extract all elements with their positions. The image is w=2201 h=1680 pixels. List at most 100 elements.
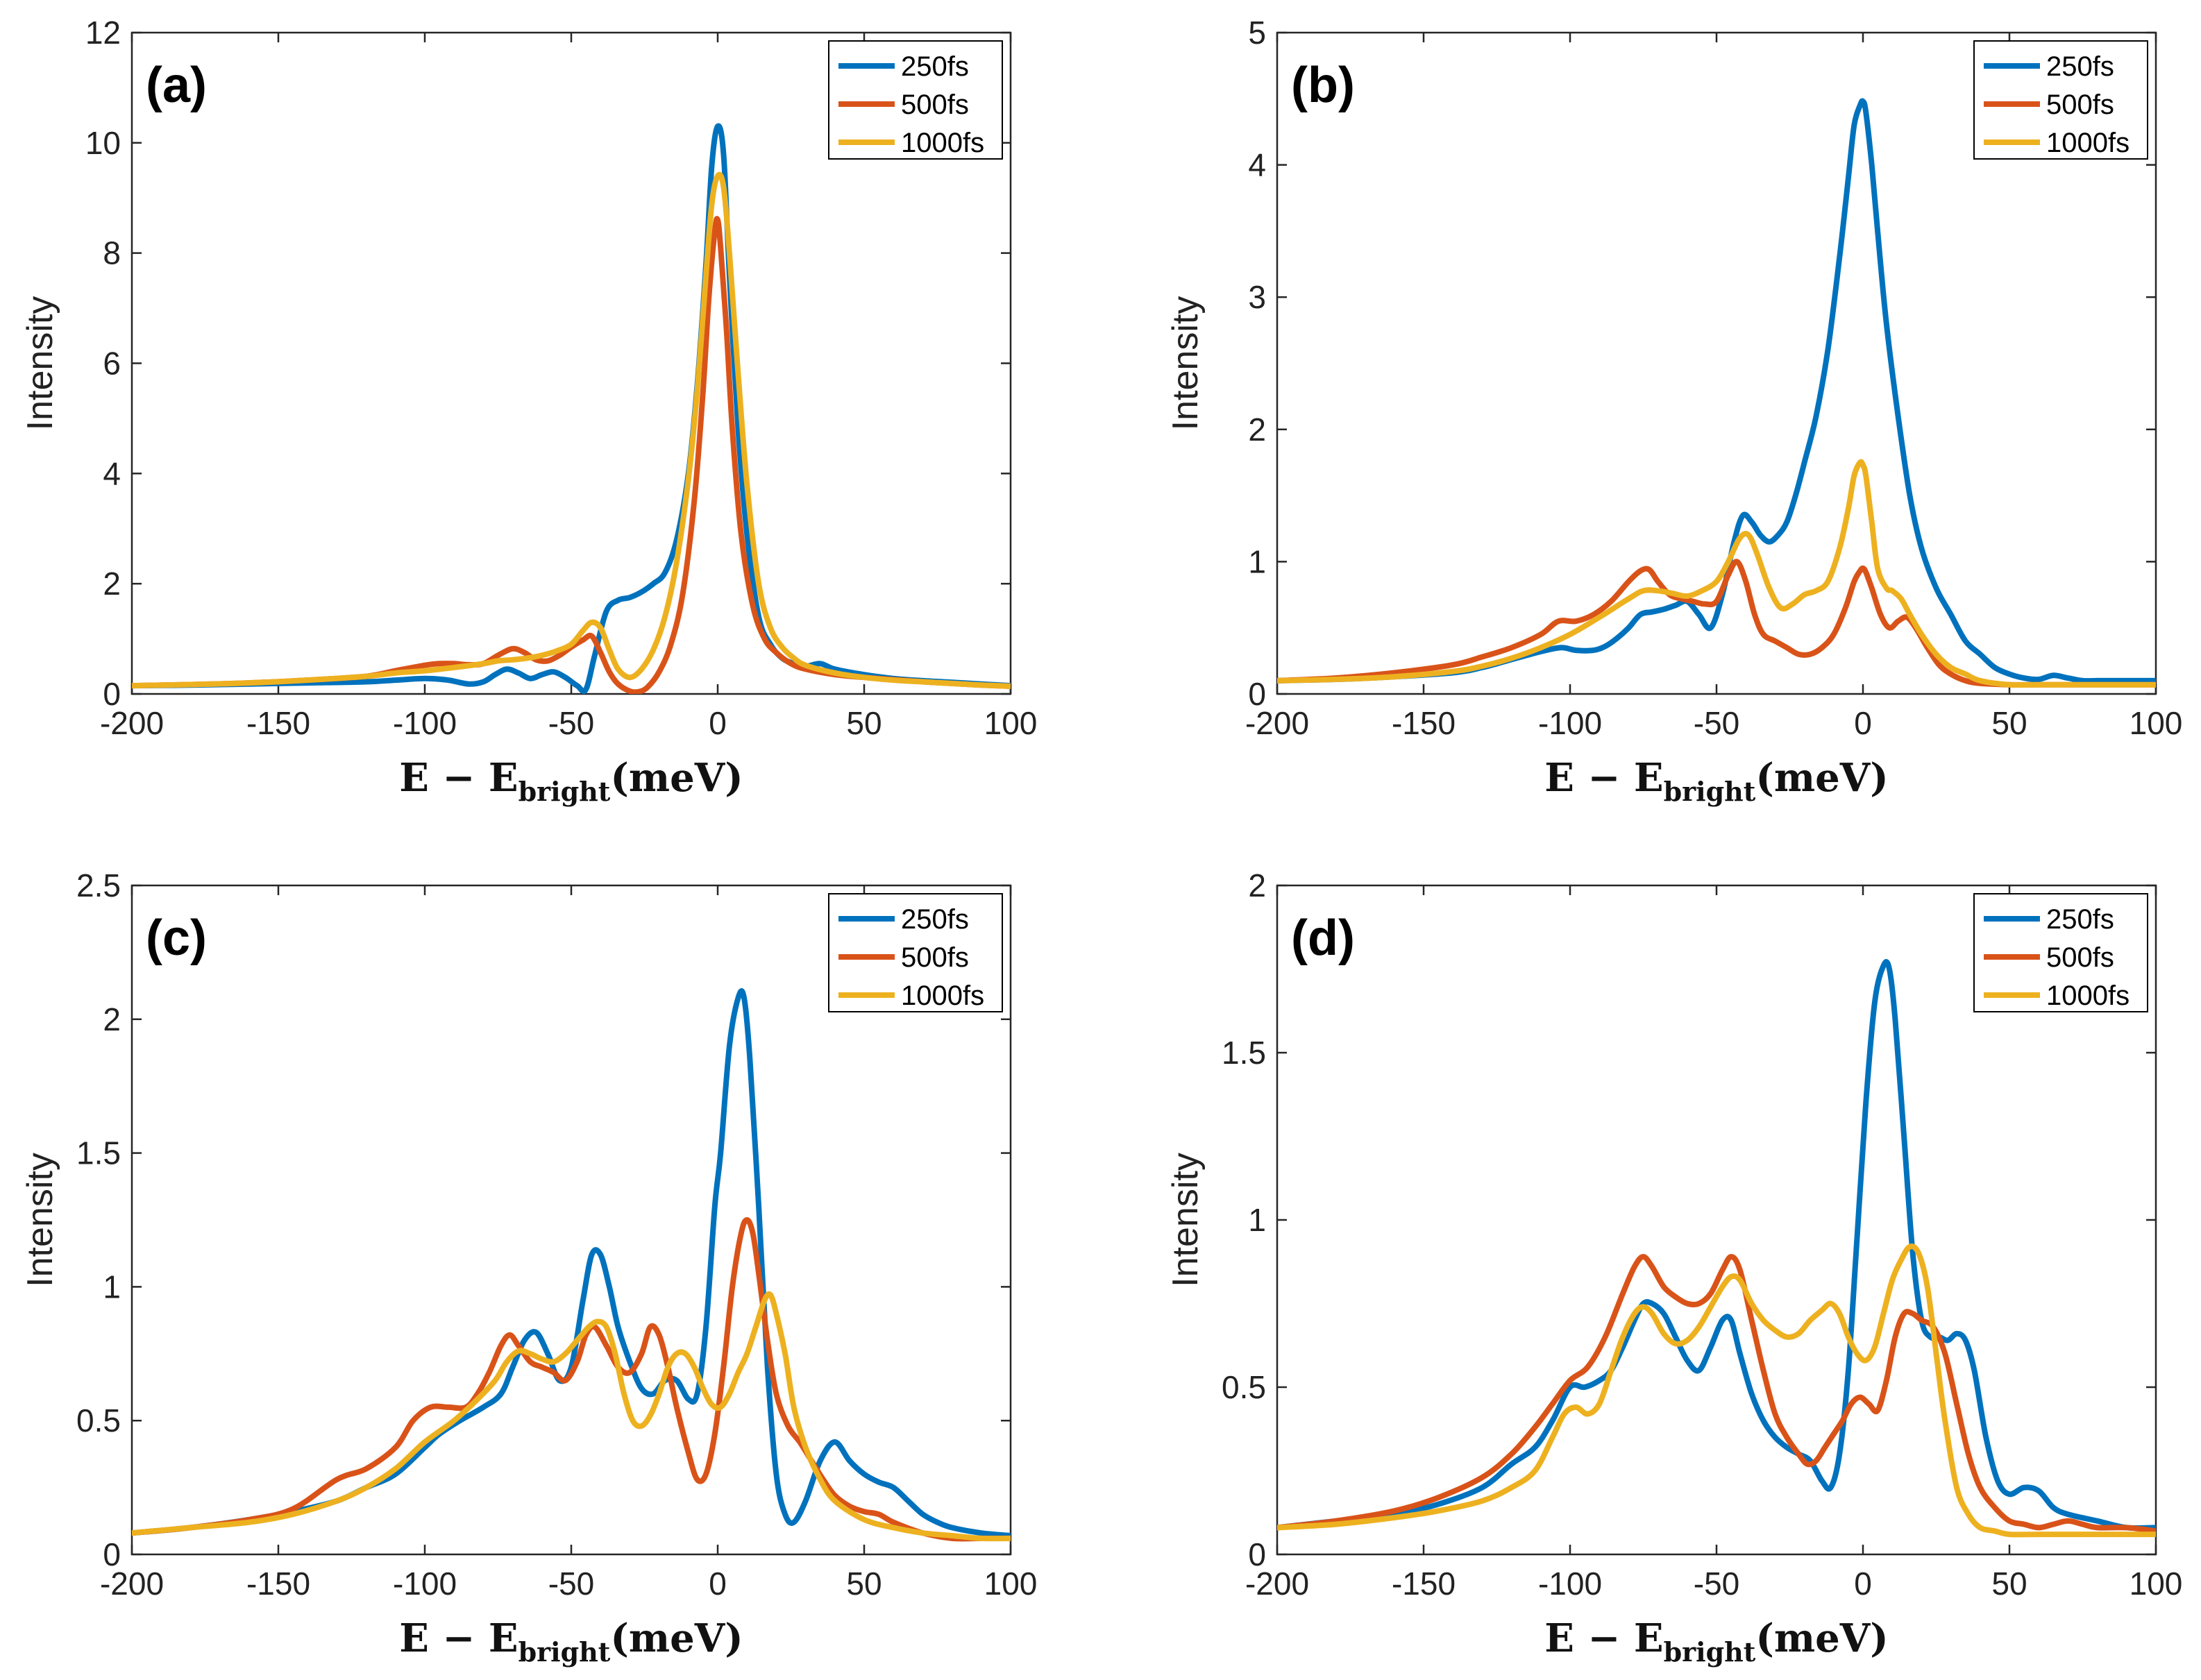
- x-tick-label: -100: [1538, 1566, 1602, 1602]
- y-tick-label: 2: [103, 1001, 121, 1037]
- legend-box: [1973, 40, 2148, 160]
- series-line-250fs: [1277, 959, 2156, 1531]
- x-tick-label: 100: [984, 1566, 1038, 1602]
- x-tick-label: 50: [1991, 705, 2027, 741]
- legend: 250fs 500fs 1000fs: [828, 893, 1003, 1012]
- x-axis-label-unit: (meV): [1755, 755, 1888, 801]
- legend-box: [1973, 893, 2148, 1012]
- series-line-500fs: [132, 216, 1011, 694]
- panel-4: -200 -150 -100 -50 0 50 100 0 0.5 1 1.5 2 Intensity E…: [1165, 867, 2182, 1668]
- y-tick-label: 1: [1248, 1202, 1266, 1238]
- x-tick-label: -200: [100, 1566, 164, 1602]
- x-axis-label-sub: bright: [1664, 776, 1756, 807]
- legend-label-250fs: 250fs: [901, 904, 969, 935]
- y-axis-label: Intensity: [1165, 296, 1206, 431]
- x-tick-label: -200: [100, 705, 164, 741]
- legend-label-1000fs: 1000fs: [2046, 981, 2130, 1011]
- x-axis-label: E − Ebright(meV): [1544, 1615, 1888, 1668]
- legend: 250fs 500fs 1000fs: [1973, 40, 2148, 160]
- x-tick-label: 0: [1854, 1566, 1872, 1602]
- y-tick-label: 5: [1248, 15, 1266, 51]
- series-line-1000fs: [132, 171, 1011, 689]
- legend-label-500fs: 500fs: [901, 942, 969, 973]
- y-tick-label: 0: [103, 676, 121, 712]
- y-tick-label: 0: [1248, 1536, 1266, 1572]
- y-tick-label: 0.5: [76, 1402, 121, 1439]
- legend-label-500fs: 500fs: [2046, 90, 2114, 120]
- y-axis-label: Intensity: [20, 1153, 60, 1287]
- series-group: [132, 988, 1011, 1542]
- legend-label-500fs: 500fs: [2046, 942, 2114, 973]
- x-axis-label-main: E − E: [1544, 1615, 1663, 1661]
- x-tick-label: -200: [1245, 705, 1309, 741]
- x-tick-label: -150: [246, 705, 310, 741]
- legend-label-250fs: 250fs: [901, 51, 969, 82]
- legend-label-500fs: 500fs: [901, 90, 969, 120]
- legend-label-1000fs: 1000fs: [901, 981, 984, 1011]
- y-axis-label: Intensity: [20, 296, 60, 431]
- legend-box: [828, 40, 1003, 160]
- x-tick-label: -150: [1392, 1566, 1456, 1602]
- y-tick-label: 1: [103, 1269, 121, 1305]
- y-tick-label: 3: [1248, 279, 1266, 315]
- x-axis-label-unit: (meV): [610, 1615, 743, 1661]
- x-axis-label-unit: (meV): [610, 755, 743, 801]
- panel-tag: (b): [1291, 58, 1355, 113]
- panel-tag: (a): [146, 58, 207, 113]
- y-tick-label: 2.5: [76, 867, 121, 903]
- x-tick-label: 100: [984, 705, 1038, 741]
- y-axis-label: Intensity: [1165, 1153, 1206, 1287]
- panel-tag: (c): [146, 910, 207, 966]
- x-tick-label: 0: [709, 705, 727, 741]
- legend-label-250fs: 250fs: [2046, 51, 2114, 82]
- y-tick-label: 1.5: [1222, 1035, 1266, 1071]
- y-tick-label: 10: [85, 125, 121, 161]
- series-group: [1277, 98, 2156, 688]
- y-tick-label: 1: [1248, 543, 1266, 579]
- series-line-250fs: [1277, 98, 2156, 684]
- legend-label-250fs: 250fs: [2046, 904, 2114, 935]
- x-tick-label: 100: [2130, 1566, 2183, 1602]
- panel-1: -200 -150 -100 -50 0 50 100 0 2 4 6 8 10 12 Intensity E…: [20, 15, 1037, 807]
- x-tick-label: -100: [393, 1566, 457, 1602]
- x-axis-label: E − Ebright(meV): [399, 1615, 743, 1668]
- x-axis-label-unit: (meV): [1755, 1615, 1888, 1661]
- panel-tag: (d): [1291, 910, 1355, 966]
- x-tick-label: 0: [1854, 705, 1872, 741]
- legend: 250fs 500fs 1000fs: [828, 40, 1003, 160]
- legend-box: [828, 893, 1003, 1012]
- x-axis-label-sub: bright: [1664, 1636, 1756, 1668]
- y-tick-label: 4: [103, 455, 121, 491]
- y-tick-label: 12: [85, 15, 121, 51]
- x-tick-label: -100: [1538, 705, 1602, 741]
- x-tick-label: -50: [1694, 1566, 1739, 1602]
- series-line-500fs: [1277, 1254, 2156, 1534]
- series-group: [132, 123, 1011, 694]
- x-tick-label: 100: [2130, 705, 2183, 741]
- x-tick-label: -50: [548, 1566, 594, 1602]
- y-tick-label: 8: [103, 235, 121, 271]
- y-tick-label: 4: [1248, 147, 1266, 183]
- series-line-1000fs: [1277, 1244, 2156, 1538]
- y-tick-label: 1.5: [76, 1135, 121, 1171]
- series-line-500fs: [1277, 559, 2156, 688]
- x-axis-label-main: E − E: [399, 1615, 518, 1661]
- series-line-1000fs: [132, 1291, 1011, 1542]
- x-tick-label: -150: [246, 1566, 310, 1602]
- panel-2: -200 -150 -100 -50 0 50 100 0 1 2 3 4 5 Intensity E − …: [1165, 15, 2182, 807]
- x-tick-label: -100: [393, 705, 457, 741]
- x-tick-label: 50: [1991, 1566, 2027, 1602]
- series-group: [1277, 959, 2156, 1538]
- y-tick-label: 0: [1248, 676, 1266, 712]
- x-axis-label: E − Ebright(meV): [1544, 755, 1888, 807]
- x-axis-label-sub: bright: [518, 776, 611, 807]
- x-tick-label: 50: [846, 1566, 882, 1602]
- x-tick-label: 50: [846, 705, 882, 741]
- series-line-250fs: [132, 988, 1011, 1538]
- x-axis-label: E − Ebright(meV): [399, 755, 743, 807]
- y-tick-label: 6: [103, 346, 121, 382]
- y-tick-label: 0.5: [1222, 1369, 1266, 1405]
- legend-label-1000fs: 1000fs: [901, 128, 984, 158]
- x-tick-label: -50: [548, 705, 594, 741]
